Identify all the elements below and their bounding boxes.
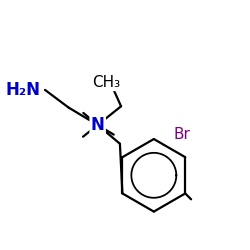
Text: N: N [91, 116, 104, 134]
Text: H₂N: H₂N [5, 81, 40, 99]
Text: Br: Br [174, 127, 190, 142]
Text: CH₃: CH₃ [92, 76, 120, 90]
